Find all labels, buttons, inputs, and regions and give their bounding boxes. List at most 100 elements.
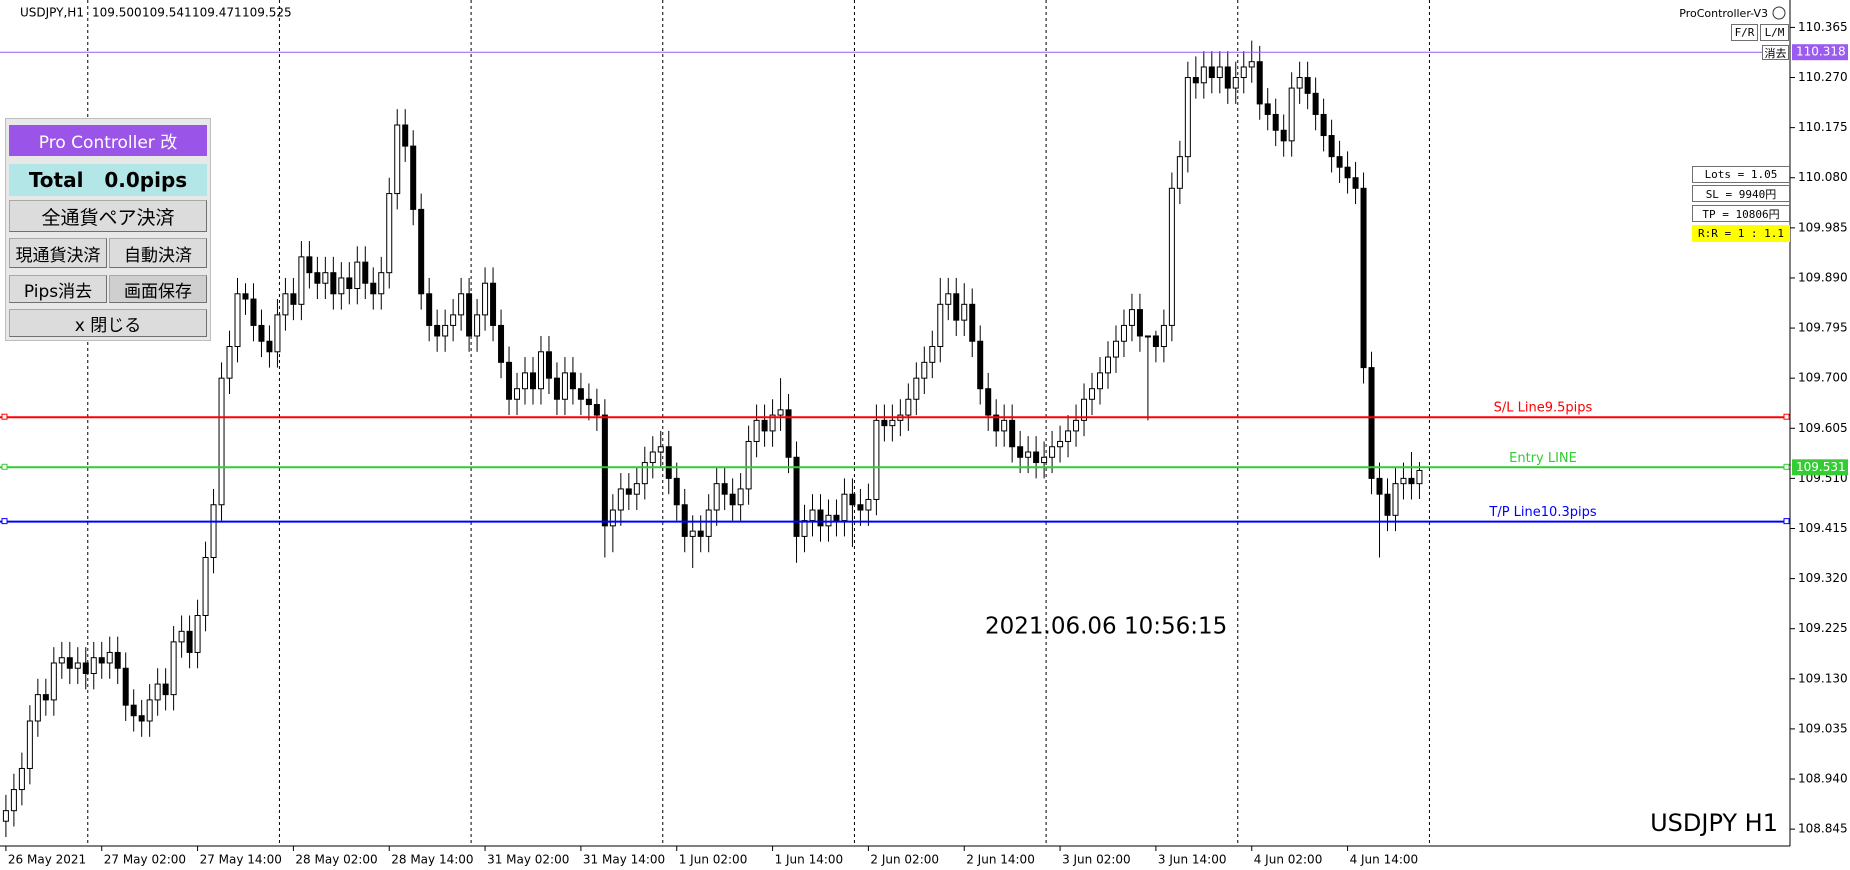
candle-body: [1128, 309, 1135, 326]
candle-body: [1184, 77, 1191, 158]
candle-body: [402, 124, 409, 147]
candle-body: [418, 208, 425, 295]
candle-body: [545, 351, 552, 379]
erase-button[interactable]: 消去: [1762, 45, 1789, 60]
candle-body: [905, 398, 912, 416]
y-tick-label: 110.365: [1798, 20, 1848, 34]
candle-body: [1089, 388, 1096, 400]
candle-body: [354, 261, 361, 290]
candle-body: [82, 662, 89, 675]
lm-button[interactable]: L/M: [1760, 24, 1789, 41]
y-tick-label: 109.890: [1798, 270, 1848, 284]
candle-body: [506, 361, 513, 400]
candle-body: [10, 789, 17, 812]
candle-body: [1248, 61, 1255, 68]
candle-body: [34, 694, 41, 722]
candle-body: [1232, 77, 1239, 89]
auto-close-button[interactable]: 自動決済: [109, 238, 207, 268]
candle-body: [641, 462, 648, 485]
x-tick-label: 2 Jun 02:00: [870, 853, 939, 867]
candle-body: [617, 488, 624, 511]
candle-body: [1376, 477, 1383, 495]
sl-info: SL = 9940円: [1692, 185, 1790, 202]
level-anchor: [1, 518, 8, 525]
ohlc-label: 109.525: [242, 6, 292, 20]
candle-body: [154, 683, 161, 701]
settings-icon[interactable]: [1772, 6, 1786, 20]
candle-body: [977, 340, 984, 390]
y-tick-label: 109.415: [1798, 521, 1848, 535]
candle-body: [306, 256, 313, 274]
candle-body: [993, 414, 1000, 432]
candle-body: [130, 704, 137, 717]
candle-body: [106, 651, 113, 664]
candle-body: [362, 261, 369, 284]
candle-body: [194, 615, 201, 653]
candle-body: [66, 657, 73, 669]
y-tick-label: 110.080: [1798, 170, 1848, 184]
y-tick-label: 109.035: [1798, 721, 1848, 735]
candle-body: [242, 293, 249, 300]
candle-body: [458, 293, 465, 316]
level-anchor: [1783, 463, 1790, 470]
candle-body: [490, 282, 497, 326]
candle-body: [1033, 451, 1040, 464]
save-screen-button[interactable]: 画面保存: [109, 275, 207, 303]
candle-body: [1049, 446, 1056, 458]
candle-body: [290, 293, 297, 305]
candle-body: [178, 630, 185, 643]
candle-body: [745, 440, 752, 490]
level-label: S/L Line9.5pips: [1494, 401, 1593, 416]
candle-body: [1312, 92, 1319, 115]
y-tick-label: 110.175: [1798, 120, 1848, 134]
level-anchor: [1, 463, 8, 470]
candle-body: [537, 351, 544, 390]
x-tick-label: 1 Jun 02:00: [679, 853, 748, 867]
candle-body: [218, 377, 225, 506]
candle-body: [593, 404, 600, 416]
candle-body: [793, 456, 800, 537]
close-all-button[interactable]: 全通貨ペア決済: [9, 200, 207, 232]
candle-body: [98, 657, 105, 664]
y-tick-label: 109.320: [1798, 571, 1848, 585]
price-label-box: [1792, 459, 1848, 476]
candle-body: [657, 446, 664, 453]
candle-body: [777, 409, 784, 416]
candle-body: [969, 303, 976, 342]
candle-body: [1360, 187, 1367, 369]
candle-body: [809, 509, 816, 522]
x-tick-label: 3 Jun 02:00: [1062, 853, 1131, 867]
x-tick-label: 2 Jun 14:00: [966, 853, 1035, 867]
candle-body: [1320, 113, 1327, 137]
candle-body: [370, 282, 377, 295]
timestamp: 2021.06.06 10:56:15: [985, 614, 1227, 640]
ea-name: ProController-V3: [1679, 7, 1768, 20]
candle-body: [985, 388, 992, 416]
candle-body: [1200, 66, 1207, 84]
candle-body: [937, 303, 944, 348]
x-tick-label: 27 May 02:00: [104, 853, 186, 867]
candle-body: [625, 488, 632, 495]
candle-body: [58, 657, 65, 664]
candle-body: [266, 340, 273, 353]
candle-body: [1240, 66, 1247, 79]
close-current-button[interactable]: 現通貨決済: [9, 238, 107, 268]
candle-body: [881, 419, 888, 427]
candle-body: [689, 530, 696, 537]
x-tick-label: 27 May 14:00: [200, 853, 282, 867]
fr-button[interactable]: F/R: [1731, 24, 1758, 41]
close-panel-button[interactable]: x 閉じる: [9, 309, 207, 337]
plot-area: [0, 0, 1791, 847]
candle-body: [1208, 66, 1215, 79]
clear-pips-button[interactable]: Pips消去: [9, 275, 107, 303]
candle-body: [210, 504, 217, 558]
candle-body: [250, 298, 257, 326]
ohlc-label: 109.541: [142, 6, 192, 20]
candle-body: [498, 324, 505, 363]
candle-body: [202, 556, 209, 617]
candle-body: [378, 272, 385, 295]
candle-body: [921, 361, 928, 379]
candle-body: [649, 451, 656, 464]
candle-body: [817, 509, 824, 527]
price-label: 110.318: [1796, 45, 1846, 59]
